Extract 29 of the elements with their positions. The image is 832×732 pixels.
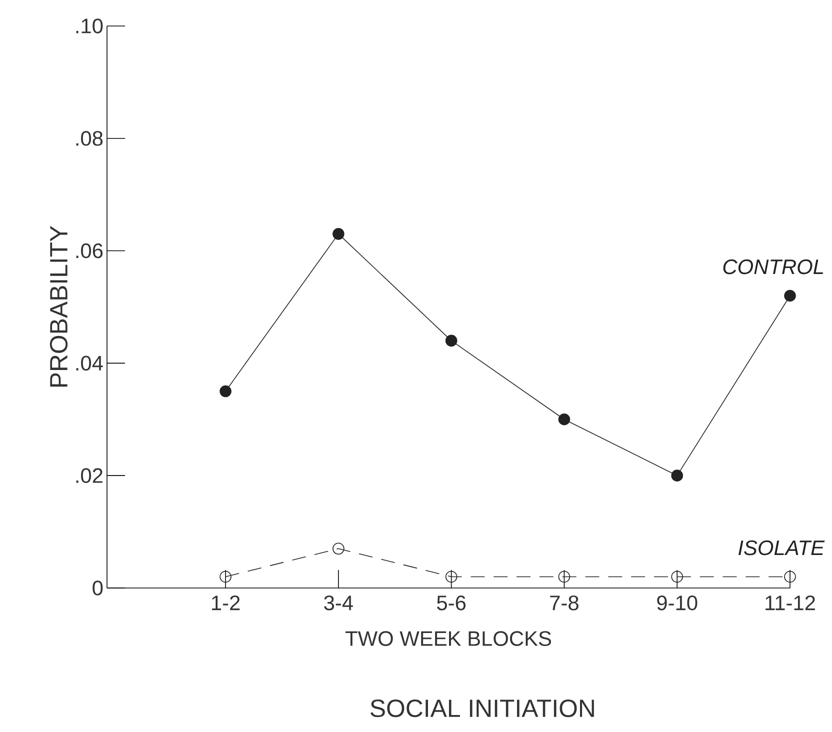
point bbox=[558, 570, 570, 583]
point bbox=[671, 470, 684, 482]
point bbox=[220, 570, 232, 583]
point bbox=[220, 385, 232, 398]
x-tick-label: 3-4 bbox=[324, 596, 353, 610]
x-axis-title: TWO WEEK BLOCKS bbox=[346, 631, 552, 646]
x-tick-label: 9-10 bbox=[657, 596, 698, 610]
series-label: ISOLATE bbox=[738, 540, 825, 556]
point bbox=[332, 542, 344, 555]
text: SOCIAL INITIATION bbox=[370, 700, 594, 718]
point bbox=[445, 334, 458, 347]
y-tick-label: .06 bbox=[76, 243, 103, 258]
series-label: CONTROL bbox=[723, 259, 824, 274]
x-tick-label: 1-2 bbox=[212, 596, 240, 610]
y-tick-label: .04 bbox=[76, 356, 103, 371]
x-tick-label: 7-8 bbox=[550, 596, 578, 610]
y-tick-label: .08 bbox=[76, 130, 103, 146]
y-tick-label: .10 bbox=[76, 18, 103, 34]
point bbox=[332, 228, 344, 240]
x-tick-label: 5-6 bbox=[437, 596, 466, 610]
point bbox=[558, 413, 570, 426]
y-tick-label: .02 bbox=[76, 468, 102, 483]
point bbox=[784, 290, 796, 302]
x-tick-label: 11-12 bbox=[766, 596, 815, 610]
point bbox=[671, 570, 684, 583]
y-axis-title: PROBABILITY bbox=[50, 226, 68, 387]
point bbox=[784, 570, 796, 583]
y-tick-label: 0 bbox=[92, 580, 103, 596]
point bbox=[445, 570, 458, 583]
